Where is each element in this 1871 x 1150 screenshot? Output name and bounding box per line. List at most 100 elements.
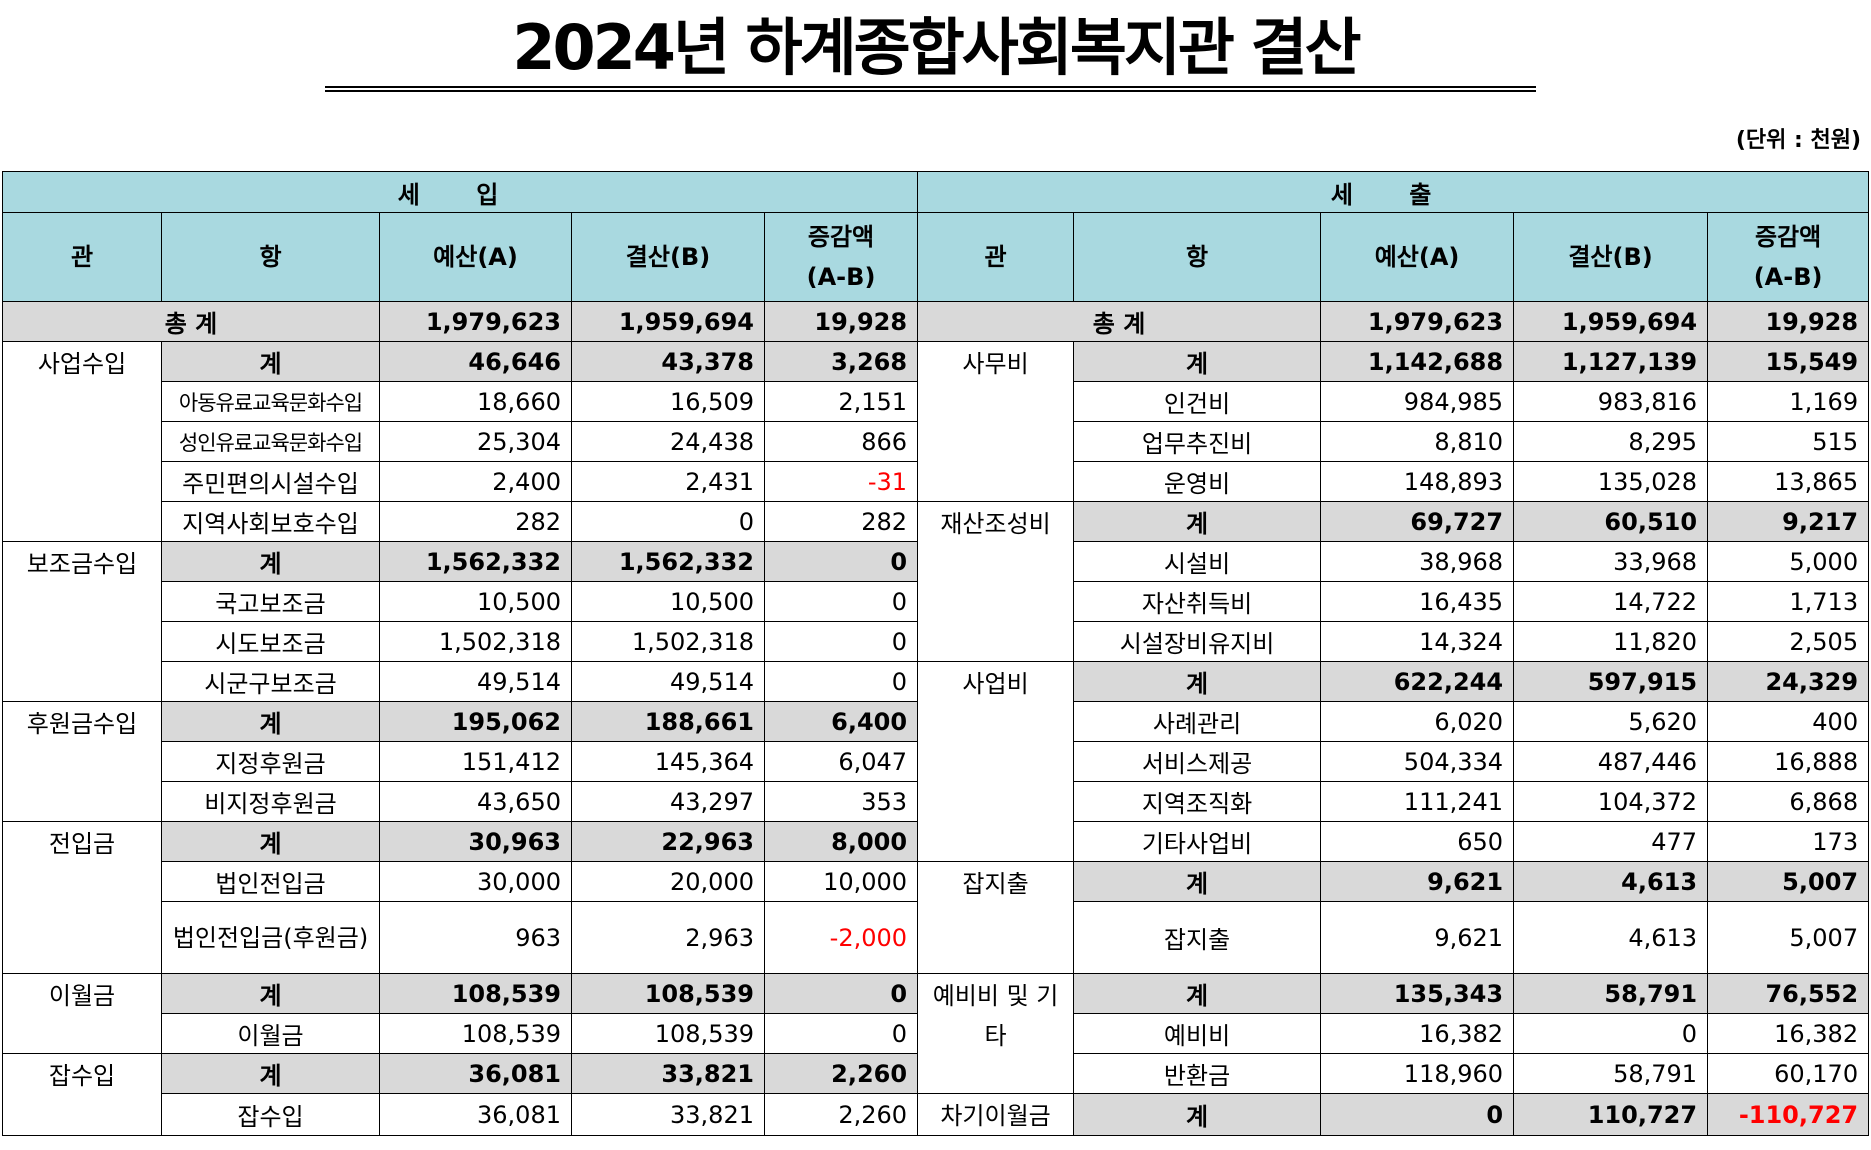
expense-value-cell: 16,382 <box>1707 1013 1870 1054</box>
expense-hang-cell: 지역조직화 <box>1073 781 1322 822</box>
table-row: 지정후원금 151,412 145,364 6,047 서비스제공 504,334 487,… <box>3 741 1870 782</box>
expense-hang-cell: 기타사업비 <box>1073 821 1322 862</box>
income-value-cell: 49,514 <box>571 661 765 702</box>
income-value-cell: 2,151 <box>763 381 919 422</box>
income-value-cell: 10,000 <box>763 861 919 902</box>
income-value-cell: 33,821 <box>571 1053 765 1094</box>
expense-gwan-cell: 사무비 <box>917 341 1075 502</box>
table-row: 사업수입 계 46,646 43,378 3,268 사무비 계 1,142,688 1,127… <box>2 341 1870 542</box>
income-hang-cell: 비지정후원금 <box>161 781 380 822</box>
expense-hang-cell: 계 <box>1073 1093 1322 1136</box>
income-hang-cell: 법인전입금(후원금) <box>161 901 380 974</box>
expense-total-value: 1,959,694 <box>1513 301 1709 342</box>
income-hang-cell: 시도보조금 <box>161 621 380 662</box>
income-value-cell: 10,500 <box>571 581 765 622</box>
income-total-value: 19,928 <box>763 301 919 342</box>
income-value-cell: 3,268 <box>763 341 919 382</box>
expense-hang-cell: 계 <box>1073 661 1322 702</box>
expense-value-cell: 9,217 <box>1707 501 1870 542</box>
col-diff-line2: (A-B) <box>1753 263 1823 291</box>
expense-value-cell: 0 <box>1513 1013 1709 1054</box>
expense-hang-cell: 반환금 <box>1073 1053 1322 1094</box>
income-value-cell: 108,539 <box>379 1013 572 1054</box>
income-value-cell: 282 <box>763 501 919 542</box>
income-value-cell: 2,260 <box>763 1093 919 1136</box>
table-row: 지역사회보호수입 282 0 282 재산조성비 계 69,727 60,510 9,217 <box>3 501 1870 662</box>
income-value-cell: 0 <box>763 581 919 622</box>
expense-hang-cell: 서비스제공 <box>1073 741 1322 782</box>
expense-value-cell: 984,985 <box>1320 381 1515 422</box>
income-value-cell: 22,963 <box>571 821 765 862</box>
income-value-cell: 20,000 <box>571 861 765 902</box>
expense-hang-cell: 사례관리 <box>1073 701 1322 742</box>
income-hang-cell: 계 <box>161 341 380 382</box>
expense-value-cell: 33,968 <box>1513 541 1709 582</box>
income-value-cell: 2,260 <box>763 1053 919 1094</box>
expense-hang-cell: 인건비 <box>1073 381 1322 422</box>
expense-value-cell: -110,727 <box>1707 1093 1870 1136</box>
expense-value-cell: 4,613 <box>1513 901 1709 974</box>
income-value-cell: 1,502,318 <box>571 621 765 662</box>
expense-hang-cell: 계 <box>1073 861 1322 902</box>
table-row: 시군구보조금 49,514 49,514 0 사업비 계 622,244 597,915 24,… <box>3 661 1870 862</box>
income-gwan-cell: 이월금 <box>2 973 162 1054</box>
table-row: 법인전입금(후원금) 963 2,963 -2,000 잡지출 9,621 4,613 5,0… <box>3 901 1870 974</box>
income-header: 세 입 <box>1 171 919 213</box>
table-row: 법인전입금 30,000 20,000 10,000 잡지출 계 9,621 4,613 5,0… <box>3 861 1870 974</box>
table-row: 보조금수입 계 1,562,332 1,562,332 0 시설비 38,968 33,968… <box>2 541 1870 702</box>
income-value-cell: 0 <box>763 1013 919 1054</box>
expense-value-cell: 11,820 <box>1513 621 1709 662</box>
expense-value-cell: 58,791 <box>1513 1053 1709 1094</box>
unit-label: (단위 : 천원) <box>1735 128 1861 153</box>
expense-gwan-cell: 사업비 <box>917 661 1075 862</box>
income-value-cell: 33,821 <box>571 1093 765 1136</box>
income-value-cell: 353 <box>763 781 919 822</box>
income-value-cell: 0 <box>763 621 919 662</box>
expense-value-cell: 148,893 <box>1320 461 1515 502</box>
expense-value-cell: 60,170 <box>1707 1053 1870 1094</box>
col-hang: 항 <box>1073 212 1322 302</box>
expense-value-cell: 8,295 <box>1513 421 1709 462</box>
expense-value-cell: 487,446 <box>1513 741 1709 782</box>
income-gwan-cell: 보조금수입 <box>2 541 162 702</box>
expense-hang-cell: 예비비 <box>1073 1013 1322 1054</box>
table-row: 후원금수입 계 195,062 188,661 6,400 사례관리 6,020 5,620 4… <box>2 701 1870 822</box>
income-value-cell: 2,431 <box>571 461 765 502</box>
income-total-label: 총 계 <box>2 301 380 342</box>
income-value-cell: 0 <box>763 973 919 1014</box>
expense-gwan-cell: 재산조성비 <box>917 501 1075 662</box>
income-value-cell: 16,509 <box>571 381 765 422</box>
table-row: 비지정후원금 43,650 43,297 353 지역조직화 111,241 104,372… <box>3 781 1870 822</box>
expense-gwan-cell: 차기이월금 <box>917 1093 1075 1136</box>
income-hang-cell: 계 <box>161 541 380 582</box>
col-settle: 결산(B) <box>571 212 765 302</box>
income-value-cell: 0 <box>571 501 765 542</box>
expense-hang-cell: 자산취득비 <box>1073 581 1322 622</box>
expense-value-cell: 5,007 <box>1707 901 1870 974</box>
expense-total-value: 19,928 <box>1707 301 1870 342</box>
expense-value-cell: 983,816 <box>1513 381 1709 422</box>
expense-value-cell: 135,343 <box>1320 973 1515 1014</box>
settlement-table: 세 입 세 출 관 항 예산(A) 결산(B) 증감액 (A-B) 관 항 예산(… <box>1 171 1870 1136</box>
income-hang-cell: 계 <box>161 821 380 862</box>
expense-value-cell: 8,810 <box>1320 421 1515 462</box>
expense-value-cell: 69,727 <box>1320 501 1515 542</box>
expense-value-cell: 135,028 <box>1513 461 1709 502</box>
expense-value-cell: 5,000 <box>1707 541 1870 582</box>
col-budget: 예산(A) <box>379 212 572 302</box>
expense-value-cell: 400 <box>1707 701 1870 742</box>
col-diff-line2: (A-B) <box>806 263 876 291</box>
table-row: 시도보조금 1,502,318 1,502,318 0 시설장비유지비 14,324 11,… <box>3 621 1870 662</box>
expense-hang-cell: 계 <box>1073 973 1322 1014</box>
expense-value-cell: 13,865 <box>1707 461 1870 502</box>
table-row: 전입금 계 30,963 22,963 8,000 기타사업비 650 477 173 <box>2 821 1870 974</box>
expense-value-cell: 622,244 <box>1320 661 1515 702</box>
income-value-cell: 866 <box>763 421 919 462</box>
expense-value-cell: 76,552 <box>1707 973 1870 1014</box>
income-hang-cell: 지정후원금 <box>161 741 380 782</box>
income-value-cell: 108,539 <box>379 973 572 1014</box>
expense-value-cell: 173 <box>1707 821 1870 862</box>
income-gwan-cell: 전입금 <box>2 821 162 974</box>
income-value-cell: 2,963 <box>571 901 765 974</box>
table-row: 잡수입 36,081 33,821 2,260 차기이월금 계 0 110,727 -110,7… <box>3 1093 1870 1136</box>
